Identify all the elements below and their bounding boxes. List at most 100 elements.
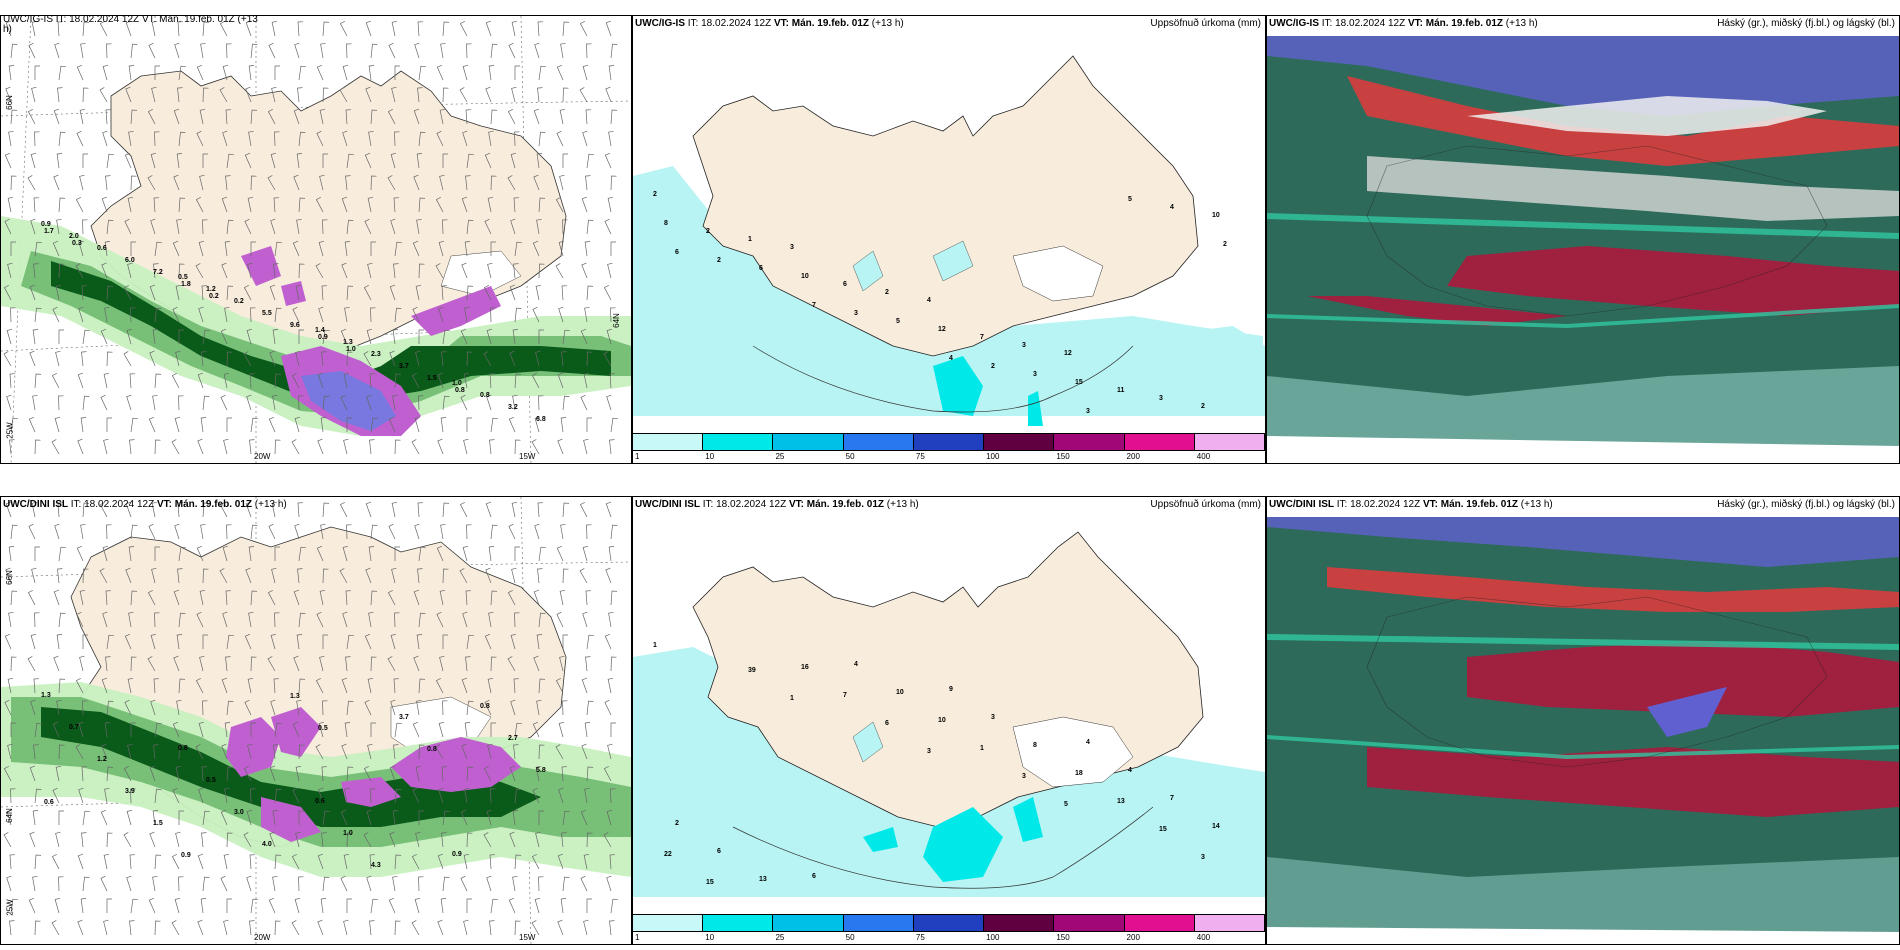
wind-barb bbox=[9, 439, 15, 455]
wind-barb bbox=[583, 372, 590, 389]
wind-barb bbox=[219, 20, 228, 37]
wind-barb bbox=[370, 656, 377, 672]
wind-barb bbox=[508, 416, 516, 433]
colorbar-label: 150 bbox=[1056, 452, 1070, 461]
wind-barb bbox=[29, 284, 36, 301]
wind-barb bbox=[586, 766, 594, 782]
wind-barb bbox=[345, 175, 351, 191]
wind-barb bbox=[580, 809, 588, 826]
wind-barb bbox=[196, 611, 204, 628]
wind-barb bbox=[6, 394, 12, 411]
wind-barb bbox=[531, 439, 540, 455]
value-label: 2.3 bbox=[371, 351, 381, 358]
wind-barb bbox=[484, 699, 492, 716]
wind-barb bbox=[370, 788, 376, 804]
wind-barb bbox=[586, 832, 593, 848]
wind-barb bbox=[346, 153, 354, 169]
wind-barb bbox=[556, 545, 564, 562]
wind-barb bbox=[418, 263, 425, 279]
wind-barb bbox=[466, 700, 474, 716]
colorbar-label: 400 bbox=[1196, 452, 1211, 461]
wind-barb bbox=[394, 722, 402, 738]
wind-barb bbox=[176, 153, 183, 169]
wind-barb bbox=[297, 87, 303, 103]
wind-barb bbox=[465, 109, 472, 125]
wind-barb bbox=[507, 175, 516, 191]
wind-barb bbox=[584, 787, 590, 804]
wind-barb bbox=[298, 65, 306, 81]
value-label: 9 bbox=[949, 686, 953, 693]
wind-barb bbox=[126, 809, 132, 826]
wind-barb bbox=[126, 394, 132, 411]
wind-barb bbox=[271, 567, 277, 584]
wind-barb bbox=[465, 656, 471, 672]
wind-barb bbox=[103, 919, 109, 936]
wind-barb bbox=[484, 218, 492, 235]
wind-barb bbox=[82, 21, 90, 37]
value-label: 5.5 bbox=[262, 310, 272, 317]
wind-barb bbox=[57, 87, 63, 103]
wind-barb bbox=[394, 920, 401, 936]
wind-barb bbox=[417, 21, 424, 37]
wind-barb bbox=[586, 898, 592, 913]
wind-barb bbox=[321, 351, 327, 367]
wind-barb bbox=[198, 787, 204, 804]
value-label: 4.0 bbox=[262, 841, 272, 848]
wind-barb bbox=[249, 373, 256, 389]
wind-barb bbox=[249, 920, 255, 936]
wind-barb bbox=[99, 501, 108, 518]
colorbar-label: 50 bbox=[845, 933, 855, 942]
wind-barb bbox=[435, 677, 444, 694]
wind-barb bbox=[7, 677, 14, 694]
wind-barb bbox=[130, 43, 138, 59]
wind-barb bbox=[58, 744, 65, 760]
wind-barb bbox=[392, 875, 398, 892]
wind-barb bbox=[514, 373, 522, 389]
wind-barb bbox=[388, 897, 396, 914]
wind-barb bbox=[490, 43, 498, 59]
colorbar-label: 1 bbox=[635, 933, 640, 942]
wind-barb bbox=[535, 831, 541, 848]
wind-barb bbox=[77, 853, 84, 870]
wind-barb bbox=[296, 218, 302, 235]
colorbar-label: 1 bbox=[635, 452, 640, 461]
wind-barb bbox=[130, 241, 136, 256]
wind-barb bbox=[370, 175, 377, 191]
wind-barb bbox=[555, 263, 564, 279]
wind-barb bbox=[10, 241, 16, 256]
value-label: 0.9 bbox=[181, 852, 191, 859]
wind-barb bbox=[463, 438, 469, 455]
wind-barb bbox=[585, 109, 592, 125]
wind-barb bbox=[490, 307, 496, 323]
model-name: UWC/DINI ISL bbox=[635, 499, 700, 510]
wind-barb bbox=[346, 832, 353, 848]
wind-barb bbox=[322, 219, 328, 235]
wind-barb bbox=[154, 373, 162, 389]
wind-barb bbox=[531, 853, 540, 870]
colorbar-label: 10 bbox=[705, 933, 715, 942]
wind-barb bbox=[123, 284, 132, 301]
wind-barb bbox=[250, 590, 258, 606]
wind-barb bbox=[10, 417, 18, 433]
init-time: IT: 18.02.2024 12Z bbox=[1321, 18, 1406, 29]
wind-barb bbox=[489, 854, 496, 870]
value-label: 2 bbox=[1223, 241, 1227, 248]
wind-barb bbox=[30, 152, 36, 169]
wind-barb bbox=[273, 263, 279, 279]
wind-barb bbox=[130, 656, 137, 672]
wind-barb bbox=[418, 612, 426, 628]
wind-barb bbox=[80, 42, 86, 59]
wind-barb bbox=[130, 788, 136, 804]
wind-barb bbox=[437, 919, 444, 936]
wind-barb bbox=[171, 372, 180, 389]
wind-barb bbox=[603, 351, 612, 367]
wind-barb bbox=[298, 263, 305, 279]
wind-barb bbox=[418, 810, 424, 825]
wind-barb bbox=[466, 634, 474, 650]
wind-barb bbox=[104, 306, 110, 323]
wind-barb bbox=[322, 700, 328, 716]
wind-barb bbox=[320, 523, 326, 540]
value-label: 1.2 bbox=[97, 756, 107, 763]
wind-barb bbox=[148, 523, 156, 540]
wind-barb bbox=[77, 919, 84, 936]
